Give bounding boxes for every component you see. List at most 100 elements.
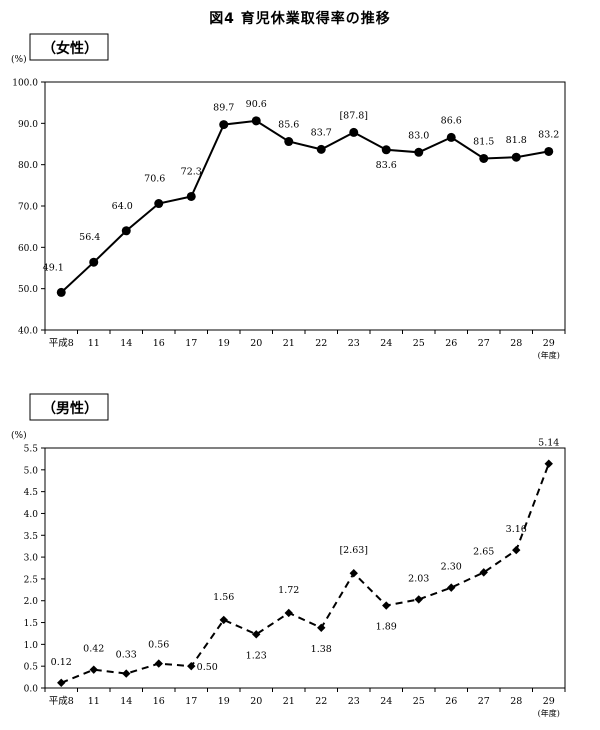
female-xtick-label: 28	[510, 338, 522, 349]
female-data-label: 72.3	[181, 166, 202, 177]
female-xtick-label: 14	[120, 338, 132, 349]
female-data-point	[511, 152, 521, 162]
male-data-point	[512, 545, 521, 555]
female-x-unit: (年度)	[538, 350, 560, 360]
male-data-label: [2.63]	[339, 545, 368, 556]
female-data-point	[381, 145, 391, 155]
female-data-label: 83.2	[538, 129, 559, 140]
female-data-point	[89, 257, 99, 267]
male-ytick-label: 3.0	[24, 554, 39, 564]
male-xtick-label: 27	[478, 696, 490, 707]
male-data-label: 2.65	[473, 546, 494, 557]
female-data-label: 90.6	[246, 99, 267, 110]
male-ytick-label: 4.0	[24, 510, 39, 520]
female-data-label: 85.6	[278, 120, 299, 131]
male-xtick-label: 14	[120, 696, 132, 707]
male-data-label: 0.12	[51, 657, 72, 668]
female-data-label: 89.7	[213, 103, 234, 114]
female-data-label: 86.6	[441, 115, 462, 126]
male-ytick-label: 5.0	[24, 466, 39, 476]
female-xtick-label: 23	[348, 338, 360, 349]
female-data-label: 81.8	[506, 135, 527, 146]
male-data-label: 2.30	[441, 562, 462, 573]
female-xtick-label: 11	[88, 338, 100, 349]
female-xtick-label: 29	[543, 338, 555, 349]
female-xtick-label: 平成8	[49, 337, 74, 349]
female-data-label: [87.8]	[339, 110, 368, 121]
male-panel-label: （男性）	[42, 401, 98, 417]
male-xtick-label: 平成8	[49, 695, 74, 707]
figure-title: 図4 育児休業取得率の推移	[209, 11, 391, 27]
female-data-point	[121, 226, 131, 236]
male-chart: 0.0 0.5 1.0 1.5 2.0 2.5 3.0 3.5 4.0 4.5 5.0 5.5 (%) 平…	[11, 430, 566, 718]
female-xtick-label: 22	[315, 338, 327, 349]
male-xtick-label: 25	[413, 696, 425, 707]
female-data-label: 56.4	[79, 232, 100, 243]
male-xtick-label: 29	[543, 696, 555, 707]
female-xtick-label: 27	[478, 338, 490, 349]
female-ytick-label: 90.0	[18, 120, 38, 130]
male-xtick-label: 26	[445, 696, 457, 707]
male-y-unit: (%)	[11, 430, 27, 441]
male-data-label: 1.23	[246, 650, 267, 661]
female-data-label: 83.6	[376, 160, 397, 171]
male-xtick-label: 21	[283, 696, 295, 707]
male-data-label: 0.42	[83, 644, 104, 655]
female-xtick-label: 26	[445, 338, 457, 349]
female-data-label: 64.0	[112, 201, 133, 212]
female-xtick-label: 21	[283, 338, 295, 349]
male-data-point	[122, 669, 131, 678]
female-ytick-label: 60.0	[18, 244, 38, 254]
female-data-point	[56, 287, 66, 297]
male-data-point	[447, 583, 456, 592]
male-series-line	[60, 463, 550, 684]
female-ytick-label: 50.0	[18, 285, 38, 295]
female-ytick-label: 80.0	[18, 161, 38, 171]
female-data-point	[349, 127, 359, 137]
male-data-point	[252, 630, 261, 639]
female-data-point	[479, 153, 489, 163]
female-ytick-label: 70.0	[18, 203, 38, 213]
female-data-label: 83.0	[408, 130, 429, 141]
male-data-point	[187, 661, 196, 671]
female-chart: 40.0 50.0 60.0 70.0 80.0 90.0 100.0 (%) 平成8 11 14 1…	[11, 54, 566, 360]
female-y-unit: (%)	[11, 54, 27, 65]
male-data-point	[544, 459, 553, 468]
male-data-label: 1.56	[213, 592, 234, 603]
female-data-label: 49.1	[43, 262, 64, 273]
male-xtick-label: 19	[218, 696, 230, 707]
male-xtick-label: 16	[153, 696, 165, 707]
male-data-point	[414, 595, 423, 604]
male-xtick-label: 24	[380, 696, 392, 707]
male-data-point	[317, 623, 326, 632]
female-data-point	[446, 132, 456, 142]
male-data-point	[382, 601, 391, 610]
male-data-label: 0.56	[148, 640, 169, 651]
female-xtick-label: 17	[185, 338, 197, 349]
female-data-point	[414, 147, 424, 157]
male-ytick-label: 0.5	[24, 663, 39, 673]
male-data-label: 3.16	[506, 524, 527, 535]
male-ytick-label: 4.5	[24, 488, 39, 498]
female-data-label: 83.7	[311, 127, 332, 138]
female-ytick-label: 100.0	[12, 79, 38, 89]
male-xtick-label: 28	[510, 696, 522, 707]
female-data-point	[284, 137, 294, 147]
male-ytick-label: 1.0	[24, 641, 39, 651]
male-ytick-label: 3.5	[24, 532, 39, 542]
male-data-point	[219, 615, 228, 625]
male-xtick-label: 17	[185, 696, 197, 707]
male-ytick-label: 0.0	[24, 685, 39, 695]
male-xtick-label: 11	[88, 696, 100, 707]
female-data-point	[544, 146, 554, 156]
female-xtick-label: 20	[250, 338, 262, 349]
female-panel-label: （女性）	[42, 41, 98, 57]
male-panel-frame	[29, 393, 109, 421]
male-data-point	[479, 568, 488, 577]
male-xtick-label: 22	[315, 696, 327, 707]
male-data-label: 5.14	[538, 438, 559, 449]
female-data-point	[251, 116, 261, 126]
female-ytick-label: 40.0	[18, 327, 38, 337]
male-data-point	[349, 569, 358, 578]
